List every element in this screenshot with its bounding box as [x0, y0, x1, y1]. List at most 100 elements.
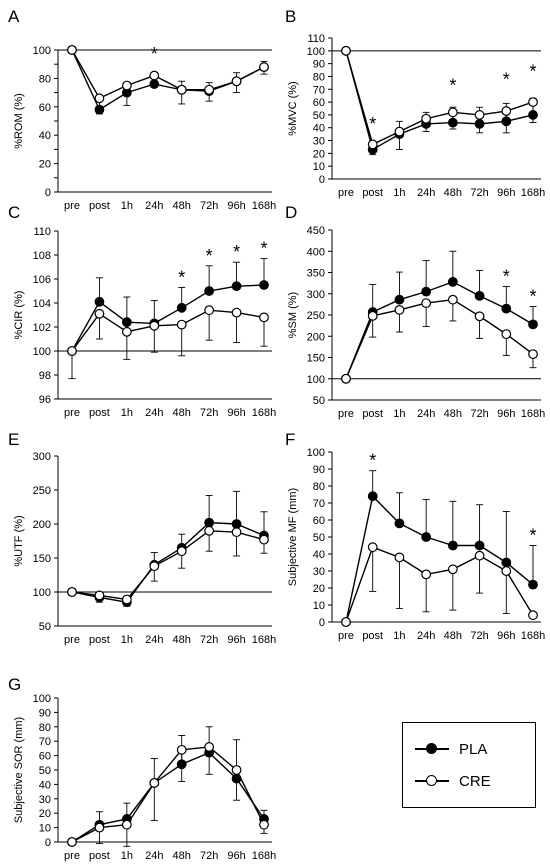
y-tick-label: 108 [33, 250, 51, 262]
y-tick-label: 102 [33, 322, 51, 334]
significance-star: * [529, 62, 536, 82]
series-line [71, 49, 265, 100]
y-tick-label: 40 [313, 123, 325, 135]
data-point-open [341, 617, 351, 627]
x-tick-label: 96h [227, 407, 245, 419]
data-point-open [149, 320, 160, 331]
x-tick-label: 24h [145, 850, 163, 862]
y-tick-label: 70 [39, 736, 51, 748]
data-point-filled [501, 303, 512, 314]
x-tick-label: 24h [145, 200, 163, 212]
data-point-open [341, 373, 351, 384]
x-tick-label: post [89, 850, 110, 862]
data-point-filled [447, 540, 458, 551]
data-point-open [447, 294, 458, 305]
x-tick-label: 96h [227, 850, 245, 862]
x-tick-label: 1h [121, 850, 133, 862]
x-tick-label: pre [64, 634, 80, 646]
y-tick-label: 40 [313, 549, 325, 561]
data-point-open [528, 97, 538, 107]
data-point-open [149, 778, 160, 788]
y-axis-title: Subjective MF (mm) [287, 488, 299, 586]
legend-label-pla: PLA [459, 740, 488, 758]
x-tick-label: pre [338, 187, 354, 199]
series-cre [67, 45, 269, 115]
x-tick-label: 96h [497, 408, 515, 420]
x-tick-label: 48h [444, 630, 462, 642]
series-pla [67, 490, 269, 608]
significance-star: * [449, 76, 456, 96]
x-tick-label: 1h [121, 634, 133, 646]
panel-label: A [8, 7, 20, 26]
x-tick-label: pre [64, 850, 80, 862]
x-tick-label: 48h [173, 407, 191, 419]
x-tick-label: 72h [200, 407, 218, 419]
x-tick-label: post [362, 187, 383, 199]
y-tick-label: 90 [313, 464, 325, 476]
y-tick-label: 70 [313, 498, 325, 510]
data-point-open [528, 349, 538, 360]
x-tick-label: 72h [200, 634, 218, 646]
data-point-open [94, 93, 105, 104]
y-tick-label: 150 [307, 353, 325, 365]
data-point-filled [259, 280, 269, 290]
x-tick-label: 168h [521, 408, 545, 420]
x-tick-label: 168h [252, 407, 276, 419]
data-point-filled [528, 579, 538, 590]
significance-star: * [503, 69, 510, 89]
panel-label: G [8, 675, 21, 694]
significance-star: * [369, 114, 376, 134]
legend-item-pla: PLA [415, 739, 487, 759]
y-tick-label: 90 [313, 59, 325, 71]
x-tick-label: 96h [227, 634, 245, 646]
x-tick-label: post [362, 630, 383, 642]
data-point-open [367, 139, 378, 150]
significance-star: * [151, 44, 158, 64]
y-tick-label: 70 [313, 84, 325, 96]
x-tick-label: 96h [227, 200, 245, 212]
y-tick-label: 80 [313, 71, 325, 83]
y-tick-label: 80 [39, 73, 51, 85]
data-point-open [421, 113, 432, 124]
significance-star: * [529, 526, 536, 546]
significance-star: * [233, 242, 240, 262]
y-tick-label: 30 [313, 136, 325, 148]
y-tick-label: 106 [33, 274, 51, 286]
y-tick-label: 100 [307, 46, 325, 58]
x-tick-label: 48h [173, 634, 191, 646]
data-point-filled [501, 557, 512, 568]
data-point-open [94, 590, 105, 601]
y-tick-label: 250 [33, 485, 51, 497]
panel-label: E [8, 430, 19, 449]
data-point-open [231, 527, 242, 538]
data-point-open [121, 594, 132, 605]
data-point-open [394, 552, 405, 563]
significance-star: * [503, 267, 510, 287]
x-tick-label: post [89, 200, 110, 212]
data-point-open [176, 744, 187, 755]
data-point-open [367, 310, 378, 321]
y-tick-label: 250 [307, 310, 325, 322]
series-line [71, 530, 265, 601]
y-tick-label: 20 [39, 159, 51, 171]
data-point-filled [394, 294, 405, 305]
series-pla [341, 250, 538, 384]
data-point-open [447, 107, 458, 118]
data-point-open [231, 307, 242, 318]
y-axis-title: %ROM (%) [13, 93, 25, 149]
y-tick-label: 150 [33, 553, 51, 565]
x-tick-label: pre [64, 407, 80, 419]
series-pla [67, 258, 269, 356]
y-tick-label: 20 [313, 583, 325, 595]
series-pla [341, 470, 538, 627]
significance-star: * [369, 451, 376, 471]
data-point-open [176, 84, 187, 95]
series-line [345, 494, 534, 623]
significance-star: * [260, 239, 267, 259]
y-tick-label: 50 [39, 765, 51, 777]
panel-d: D 50 100 150 200 250 300 350 400 450 pre post 1h 24h 4… [285, 203, 545, 420]
y-tick-label: 90 [39, 707, 51, 719]
data-point-open [421, 569, 432, 580]
panel-g: G 0 10 20 30 40 50 60 70 80 90 100 pre post 1h 24h 48h 72… [8, 675, 276, 862]
data-point-filled [121, 317, 132, 328]
